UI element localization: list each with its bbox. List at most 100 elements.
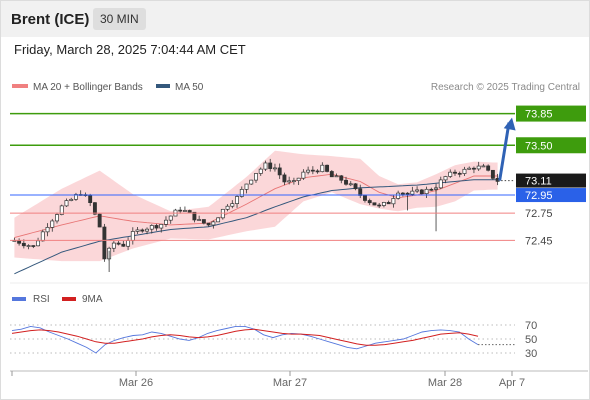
candle-body (159, 223, 164, 229)
candle-body (443, 176, 448, 181)
candle-body (50, 220, 55, 228)
candle-body (363, 195, 367, 201)
candle-body (116, 242, 121, 245)
candle-body (438, 179, 443, 189)
candle-body (154, 225, 159, 229)
rsi-panel: 70 50 30 (10, 320, 537, 360)
x-tick-label: Apr 7 (499, 377, 525, 389)
candle-body (419, 189, 424, 195)
rsi-legend-label: RSI (33, 294, 50, 305)
candle-body (268, 162, 273, 169)
rsi-legend-swatch (12, 297, 26, 301)
candle-body (339, 175, 344, 181)
candle-body (306, 169, 311, 173)
pivot-tag (516, 188, 586, 203)
candle-body (296, 177, 301, 181)
candle-body (405, 192, 410, 195)
resistance-value: 73.50 (525, 140, 553, 152)
x-tick-label: Mar 26 (119, 377, 153, 389)
candle-body (386, 202, 391, 205)
candle-body (92, 202, 97, 215)
candle-body (164, 219, 168, 225)
candle-body (348, 183, 353, 186)
candle-body (239, 188, 244, 197)
candle-body (448, 171, 453, 177)
candle-body (121, 243, 126, 247)
candle-body (235, 196, 239, 204)
candle-body (344, 179, 348, 185)
candle-body (258, 168, 263, 174)
candle-body (320, 164, 325, 173)
candle-body (471, 167, 476, 170)
candle-body (301, 171, 306, 179)
candle-body (149, 225, 154, 230)
candle-body (329, 171, 334, 178)
x-tick-label: Mar 27 (273, 377, 307, 389)
rsi-tick-label: 30 (525, 348, 537, 360)
candle-body (486, 165, 491, 171)
candle-body (26, 245, 31, 247)
candle-body (230, 203, 235, 207)
candle-body (358, 188, 363, 196)
candle-body (273, 167, 277, 170)
candle-body (381, 202, 386, 206)
candle-body (310, 169, 315, 172)
candle-body (216, 217, 221, 223)
resistance-tag (516, 105, 586, 122)
candle-body (287, 180, 292, 183)
ma50-legend-swatch (156, 84, 170, 88)
candle-body (178, 209, 183, 212)
projection-arrow-shaft (498, 122, 511, 181)
candle-body (140, 229, 145, 232)
ma9-legend-label: 9MA (82, 294, 103, 305)
candle-body (249, 179, 254, 185)
candle-body (282, 174, 287, 183)
support-value: 72.45 (525, 235, 553, 247)
candle-body (102, 226, 107, 260)
timestamp: Friday, March 28, 2025 7:04:44 AM CET (14, 42, 246, 57)
resistance-tag (516, 137, 586, 154)
candle-body (453, 171, 457, 174)
instrument-title: Brent (ICE) (11, 11, 90, 28)
candle-body (291, 180, 296, 182)
bollinger-band (14, 150, 498, 262)
support-value: 72.75 (525, 208, 553, 220)
projection-arrow-head (503, 117, 516, 131)
candle-body (74, 194, 78, 200)
candle-body (197, 219, 202, 221)
rsi-tick-label: 50 (525, 334, 537, 346)
candle-body (36, 240, 41, 247)
candle-body (490, 169, 495, 179)
candle-body (211, 221, 216, 226)
current-price-tag (516, 173, 586, 188)
x-axis: Mar 26 Mar 27 Mar 28 Apr 7 (11, 371, 525, 389)
ma9-legend-swatch (62, 297, 76, 301)
candle-body (400, 192, 405, 195)
candle-body (206, 222, 211, 226)
candle-body (55, 214, 59, 222)
candle-body (353, 183, 358, 190)
ma20-legend-swatch (12, 84, 28, 88)
candle-body (244, 183, 249, 190)
candle-body (481, 165, 486, 168)
candle-body (88, 195, 93, 203)
candle-body (325, 164, 330, 172)
candle-body (315, 170, 320, 173)
candle-body (187, 210, 192, 213)
candle-body (201, 219, 206, 224)
candle-body (372, 202, 377, 206)
candle-body (467, 167, 472, 170)
resistance-value: 73.85 (525, 109, 553, 121)
candle-body (40, 231, 45, 242)
candle-body (182, 210, 187, 212)
current-price-value: 73.11 (525, 176, 552, 188)
candle-body (126, 240, 131, 247)
bollinger-band-area (14, 150, 498, 262)
ma50-line (14, 179, 498, 275)
candle-body (135, 229, 140, 232)
ma50-legend-label: MA 50 (175, 82, 204, 93)
candle-body (254, 173, 258, 181)
timeframe-button[interactable]: 30 MIN (93, 8, 146, 30)
candle-body (457, 172, 462, 175)
